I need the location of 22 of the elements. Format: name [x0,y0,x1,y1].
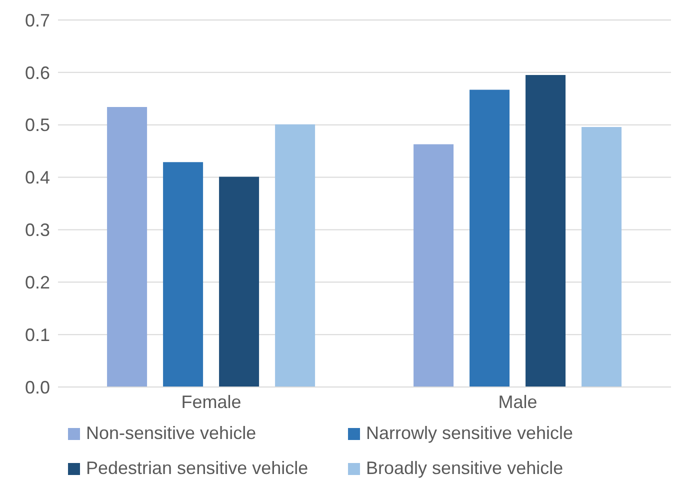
y-tick-label: 0.2 [24,272,50,293]
legend-label: Pedestrian sensitive vehicle [86,458,308,479]
bar [275,124,316,387]
y-tick-label: 0.6 [24,62,50,83]
bar [163,162,204,387]
bar [470,90,510,387]
legend-label: Narrowly sensitive vehicle [366,423,574,444]
bar [582,126,622,387]
y-tick-label: 0.0 [24,377,50,398]
y-tick-label: 0.4 [24,168,50,188]
x-tick-label: Female [181,392,242,412]
y-tick-label: 0.3 [24,220,50,240]
y-tick-label: 0.7 [24,10,50,30]
bar [219,176,260,387]
bar [526,75,566,387]
legend-label: Broadly sensitive vehicle [366,458,564,479]
bar [107,107,148,387]
legend-label: Non-sensitive vehicle [86,423,256,444]
bar [414,144,454,387]
x-tick-label: Male [498,392,538,412]
y-tick-label: 0.5 [24,115,50,136]
y-tick-label: 0.1 [24,324,50,345]
